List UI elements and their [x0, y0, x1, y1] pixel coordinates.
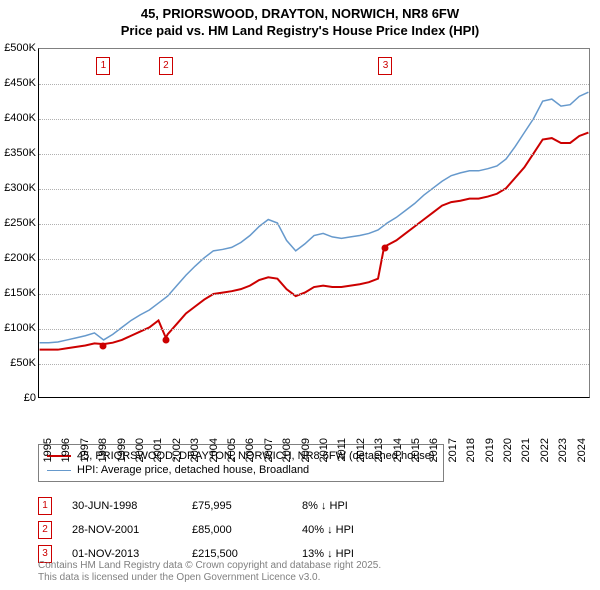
legend-label: HPI: Average price, detached house, Broa…	[77, 464, 309, 476]
legend-row: HPI: Average price, detached house, Broa…	[47, 463, 435, 477]
series-hpi	[40, 92, 589, 343]
sale-price: £215,500	[192, 548, 282, 560]
ytick-label: £250K	[4, 217, 36, 229]
xtick-label: 2018	[465, 438, 477, 462]
xtick-label: 2000	[134, 438, 146, 462]
event-dot-icon	[162, 336, 169, 343]
xtick-label: 2021	[520, 438, 532, 462]
xtick-label: 2009	[300, 438, 312, 462]
xtick-label: 2005	[226, 438, 238, 462]
ytick-label: £200K	[4, 252, 36, 264]
xtick-label: 2001	[152, 438, 164, 462]
xtick-label: 1995	[42, 438, 54, 462]
event-marker-icon: 3	[378, 57, 392, 75]
chart-title: 45, PRIORSWOOD, DRAYTON, NORWICH, NR8 6F…	[0, 0, 600, 40]
sale-diff: 13% ↓ HPI	[302, 548, 392, 560]
ytick-label: £350K	[4, 147, 36, 159]
xtick-label: 2007	[263, 438, 275, 462]
plot-area: 1 2 3	[38, 48, 590, 398]
ytick-label: £150K	[4, 287, 36, 299]
sales-table: 1 30-JUN-1998 £75,995 8% ↓ HPI 2 28-NOV-…	[38, 494, 392, 566]
xtick-label: 2012	[355, 438, 367, 462]
footnote-line: This data is licensed under the Open Gov…	[38, 572, 381, 584]
ytick-label: £450K	[4, 77, 36, 89]
xtick-label: 1996	[60, 438, 72, 462]
title-line2: Price paid vs. HM Land Registry's House …	[0, 23, 600, 40]
xtick-label: 2019	[484, 438, 496, 462]
chart-svg	[39, 49, 589, 397]
xtick-label: 2014	[392, 438, 404, 462]
legend-swatch	[47, 470, 71, 471]
event-dot-icon	[382, 245, 389, 252]
title-line1: 45, PRIORSWOOD, DRAYTON, NORWICH, NR8 6F…	[0, 6, 600, 23]
sale-diff: 8% ↓ HPI	[302, 500, 392, 512]
event-dot-icon	[100, 342, 107, 349]
xtick-label: 2020	[502, 438, 514, 462]
xtick-label: 2023	[557, 438, 569, 462]
xtick-label: 2003	[189, 438, 201, 462]
xtick-label: 2024	[576, 438, 588, 462]
xtick-label: 2015	[410, 438, 422, 462]
chart-container: 45, PRIORSWOOD, DRAYTON, NORWICH, NR8 6F…	[0, 0, 600, 590]
sale-marker-icon: 1	[38, 497, 52, 515]
footnote-line: Contains HM Land Registry data © Crown c…	[38, 560, 381, 572]
sale-date: 01-NOV-2013	[72, 548, 172, 560]
xtick-label: 2013	[373, 438, 385, 462]
series-price-paid	[40, 133, 589, 350]
table-row: 1 30-JUN-1998 £75,995 8% ↓ HPI	[38, 494, 392, 518]
ytick-label: £400K	[4, 112, 36, 124]
xtick-label: 2006	[244, 438, 256, 462]
xtick-label: 2011	[336, 438, 348, 462]
ytick-label: £500K	[4, 42, 36, 54]
xtick-label: 2010	[318, 438, 330, 462]
ytick-label: £300K	[4, 182, 36, 194]
event-marker-icon: 1	[96, 57, 110, 75]
sale-diff: 40% ↓ HPI	[302, 524, 392, 536]
xtick-label: 1999	[116, 438, 128, 462]
sale-price: £75,995	[192, 500, 282, 512]
xtick-label: 1998	[97, 438, 109, 462]
xtick-label: 2008	[281, 438, 293, 462]
xtick-label: 2002	[171, 438, 183, 462]
sale-date: 28-NOV-2001	[72, 524, 172, 536]
sale-date: 30-JUN-1998	[72, 500, 172, 512]
xtick-label: 2004	[208, 438, 220, 462]
xtick-label: 2022	[539, 438, 551, 462]
footnote: Contains HM Land Registry data © Crown c…	[38, 560, 381, 584]
sale-marker-icon: 2	[38, 521, 52, 539]
xtick-label: 2017	[447, 438, 459, 462]
ytick-label: £50K	[10, 357, 36, 369]
ytick-label: £100K	[4, 322, 36, 334]
ytick-label: £0	[24, 392, 36, 404]
xtick-label: 1997	[79, 438, 91, 462]
xtick-label: 2016	[428, 438, 440, 462]
event-marker-icon: 2	[159, 57, 173, 75]
sale-price: £85,000	[192, 524, 282, 536]
table-row: 2 28-NOV-2001 £85,000 40% ↓ HPI	[38, 518, 392, 542]
